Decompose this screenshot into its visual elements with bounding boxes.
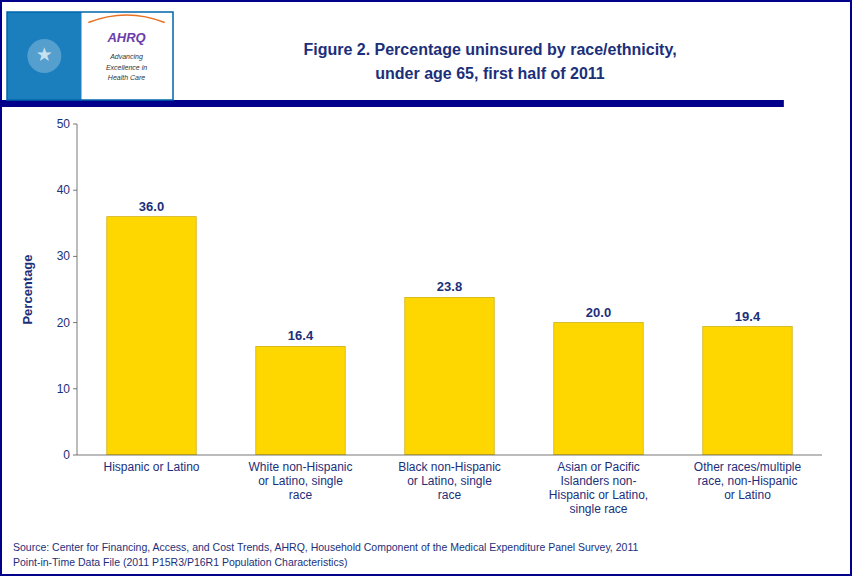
y-tick <box>73 124 77 125</box>
y-tick <box>73 388 77 389</box>
logo-tagline: Advancing <box>109 53 143 61</box>
title: Figure 2. Percentage uninsured by race/e… <box>303 41 676 82</box>
chart-svg: ★ AHRQ Advancing Excellence in Health Care Fi… <box>0 0 852 576</box>
text-line: Hispanic or Latino <box>103 460 199 474</box>
y-tick <box>73 190 77 191</box>
text-line: or Latino, single <box>258 474 343 488</box>
source-note: Source: Center for Financing, Access, an… <box>13 541 638 568</box>
y-axis-label: Percentage <box>20 254 35 324</box>
y-tick <box>73 322 77 323</box>
x-axis-line <box>77 455 822 456</box>
y-tick-label: 30 <box>57 249 71 263</box>
logo-left <box>7 12 82 100</box>
y-tick-label: 10 <box>57 382 71 396</box>
logo-star: ★ <box>36 44 53 65</box>
y-tick <box>73 256 77 257</box>
y-tick-label: 0 <box>63 448 70 462</box>
bar <box>405 297 494 455</box>
bar <box>554 323 643 455</box>
x-tick-label: White non-Hispanicor Latino, singlerace <box>248 460 352 502</box>
x-tick-label: Black non-Hispanicor Latino, singlerace <box>398 460 501 502</box>
text-line: or Latino, single <box>407 474 492 488</box>
logo-tagline: Health Care <box>108 74 145 81</box>
text-line: race, non-Hispanic <box>697 474 797 488</box>
header-rule <box>0 100 784 107</box>
y-axis-line <box>77 124 78 455</box>
bar <box>107 217 196 455</box>
logo-arc <box>88 15 164 22</box>
logo-circle <box>27 39 61 73</box>
text-line: Hispanic or Latino, <box>549 488 648 502</box>
text-line: Point-in-Time Data File (2011 P15R3/P16R… <box>13 556 347 568</box>
bar <box>703 327 792 455</box>
text-line: Other races/multiple <box>694 460 802 474</box>
logo-tagline: Excellence in <box>106 64 147 71</box>
y-tick-label: 50 <box>57 117 71 131</box>
y-tick-label: 40 <box>57 183 71 197</box>
text-line: White non-Hispanic <box>248 460 352 474</box>
text-line: or Latino <box>724 488 771 502</box>
x-tick-label: Asian or PacificIslanders non-Hispanic o… <box>549 460 648 516</box>
data-label: 16.4 <box>288 328 314 343</box>
bars <box>107 217 792 455</box>
data-label: 19.4 <box>735 309 761 324</box>
text-line: single race <box>569 502 627 516</box>
logo-right <box>82 12 173 100</box>
data-label: 20.0 <box>586 305 611 320</box>
y-tick-label: 20 <box>57 316 71 330</box>
text-line: Figure 2. Percentage uninsured by race/e… <box>303 41 676 58</box>
logo-ahrq: AHRQ <box>106 30 145 45</box>
data-label: 36.0 <box>139 199 164 214</box>
text-line: Black non-Hispanic <box>398 460 501 474</box>
text-line: race <box>289 488 313 502</box>
x-tick-label: Hispanic or Latino <box>103 460 199 474</box>
text-line: Source: Center for Financing, Access, an… <box>13 541 638 553</box>
text-line: race <box>438 488 462 502</box>
chart-container: ★ AHRQ Advancing Excellence in Health Care Fi… <box>0 0 852 576</box>
text-line: Islanders non- <box>560 474 636 488</box>
logo: ★ AHRQ Advancing Excellence in Health Care <box>7 12 173 100</box>
x-tick-label: Other races/multiplerace, non-Hispanicor… <box>694 460 802 502</box>
text-line: Asian or Pacific <box>557 460 640 474</box>
text-line: under age 65, first half of 2011 <box>375 65 605 82</box>
data-label: 23.8 <box>437 279 462 294</box>
bar <box>256 346 345 455</box>
page-border <box>1 1 851 575</box>
logo-border <box>7 12 173 100</box>
y-tick <box>73 455 77 456</box>
